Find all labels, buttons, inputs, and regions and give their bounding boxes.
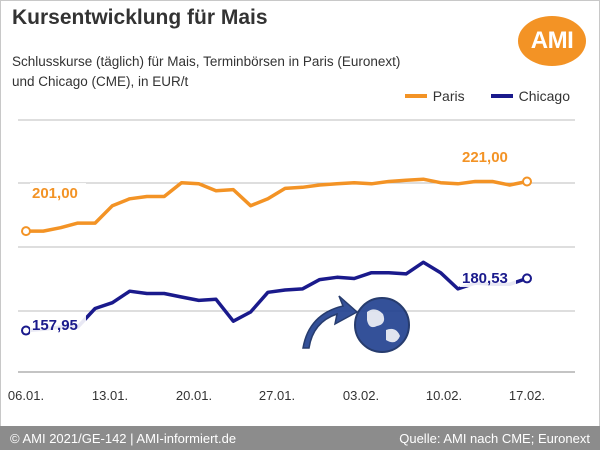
x-tick-label: 27.01. — [259, 388, 295, 403]
x-tick-label: 13.01. — [92, 388, 128, 403]
data-label-end-paris: 221,00 — [462, 149, 508, 166]
ami-logo: AMI — [518, 16, 586, 66]
curved-arrow-icon — [302, 295, 359, 349]
x-tick-label: 20.01. — [176, 388, 212, 403]
x-tick-label: 17.02. — [509, 388, 545, 403]
legend-swatch-chicago — [490, 94, 513, 98]
data-label-start-chicago: 157,95 — [32, 317, 78, 334]
data-point-paris — [522, 176, 532, 187]
legend-item-chicago: Chicago — [490, 88, 570, 104]
legend-swatch-paris — [404, 94, 427, 98]
chart-legend: Paris Chicago — [404, 88, 570, 104]
line-chart: 06.01. 13.01. 20.01. 27.01. 03.02. 10.02. 17.0… — [8, 119, 575, 403]
chart-subtitle: Schlusskurse (täglich) für Mais, Terminb… — [12, 52, 452, 92]
footer-source: Quelle: AMI nach CME; Euronext — [399, 430, 590, 446]
data-label-end-chicago: 180,53 — [462, 270, 508, 287]
x-tick-label: 03.02. — [343, 388, 379, 403]
data-label-bg — [30, 183, 86, 202]
data-point-chicago — [21, 325, 31, 336]
x-tick-label: 10.02. — [426, 388, 462, 403]
data-label-bg — [460, 268, 516, 287]
data-label-start-paris: 201,00 — [32, 185, 78, 202]
data-label-bg — [460, 147, 516, 166]
series-line-chicago — [25, 260, 528, 333]
chart-frame — [0, 0, 600, 428]
footer-copyright: © AMI 2021/GE-142 | AMI-informiert.de — [10, 430, 237, 446]
footer-bar: © AMI 2021/GE-142 | AMI-informiert.de Qu… — [0, 426, 600, 450]
x-tick-label: 06.01. — [8, 388, 44, 403]
legend-label-paris: Paris — [432, 88, 465, 104]
globe-arrow-icon — [302, 295, 410, 353]
legend-label-chicago: Chicago — [518, 88, 570, 104]
globe-land-shape — [367, 309, 400, 343]
subtitle-line-2: und Chicago (CME), in EUR/t — [12, 74, 189, 89]
subtitle-line-1: Schlusskurse (täglich) für Mais, Terminb… — [12, 54, 401, 69]
data-point-chicago — [522, 273, 532, 284]
series-line-paris — [26, 177, 528, 233]
data-label-bg — [30, 315, 86, 334]
globe-icon — [354, 297, 410, 353]
legend-item-paris: Paris — [404, 88, 465, 104]
data-point-paris — [21, 226, 31, 237]
chart-title: Kursentwicklung für Mais — [12, 6, 268, 29]
